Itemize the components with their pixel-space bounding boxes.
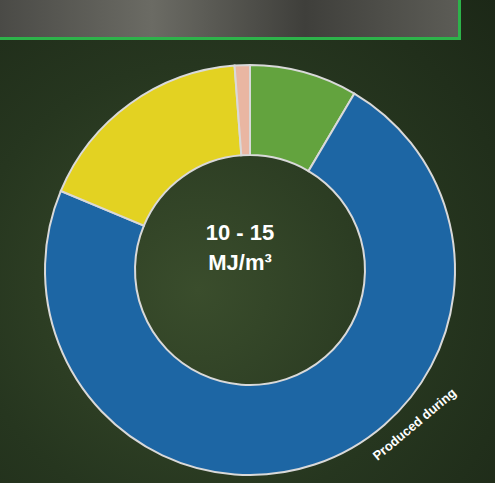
svg-text:10 - 15: 10 - 15 <box>206 220 275 245</box>
svg-text:Produced during: Produced during <box>369 385 459 464</box>
svg-text:MJ/m³: MJ/m³ <box>208 250 272 275</box>
